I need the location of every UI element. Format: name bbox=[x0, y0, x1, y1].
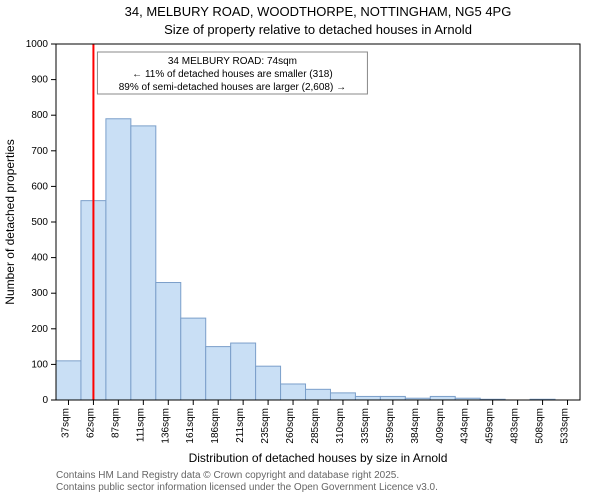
histogram-bar bbox=[106, 119, 131, 400]
footer-attribution: Contains HM Land Registry data © Crown c… bbox=[56, 470, 438, 494]
histogram-bar bbox=[156, 283, 181, 400]
x-tick-label: 335sqm bbox=[360, 408, 371, 444]
y-tick-label: 900 bbox=[31, 75, 48, 86]
histogram-chart: 34, MELBURY ROAD, WOODTHORPE, NOTTINGHAM… bbox=[0, 0, 600, 500]
x-tick-label: 161sqm bbox=[185, 408, 196, 444]
chart-container: 34, MELBURY ROAD, WOODTHORPE, NOTTINGHAM… bbox=[0, 0, 600, 500]
x-tick-label: 533sqm bbox=[560, 408, 571, 444]
x-tick-label: 235sqm bbox=[260, 408, 271, 444]
histogram-bar bbox=[380, 396, 405, 400]
x-tick-label: 434sqm bbox=[460, 408, 471, 444]
histogram-bar bbox=[56, 361, 81, 400]
y-tick-label: 1000 bbox=[26, 39, 49, 50]
y-tick-label: 100 bbox=[31, 359, 48, 370]
histogram-bar bbox=[131, 126, 156, 400]
x-tick-label: 285sqm bbox=[310, 408, 321, 444]
y-tick-label: 500 bbox=[31, 217, 48, 228]
x-tick-label: 136sqm bbox=[160, 408, 171, 444]
histogram-bar bbox=[281, 384, 306, 400]
chart-title-line2: Size of property relative to detached ho… bbox=[164, 22, 472, 37]
x-tick-label: 62sqm bbox=[85, 408, 96, 438]
y-tick-label: 400 bbox=[31, 253, 48, 264]
histogram-bar bbox=[181, 318, 206, 400]
annotation-line2: ← 11% of detached houses are smaller (31… bbox=[132, 69, 332, 80]
footer-line2: Contains public sector information licen… bbox=[56, 482, 438, 494]
histogram-bar bbox=[206, 347, 231, 400]
x-tick-label: 211sqm bbox=[235, 408, 246, 443]
x-tick-label: 483sqm bbox=[510, 408, 521, 444]
x-tick-label: 260sqm bbox=[285, 408, 296, 444]
histogram-bar bbox=[355, 396, 380, 400]
x-tick-label: 508sqm bbox=[535, 408, 546, 444]
x-tick-label: 359sqm bbox=[385, 408, 396, 444]
x-tick-label: 37sqm bbox=[60, 408, 71, 438]
x-tick-label: 384sqm bbox=[410, 408, 421, 444]
x-tick-label: 459sqm bbox=[485, 408, 496, 444]
y-tick-label: 0 bbox=[42, 395, 48, 406]
footer-line1: Contains HM Land Registry data © Crown c… bbox=[56, 470, 438, 482]
x-tick-label: 87sqm bbox=[110, 408, 121, 438]
x-tick-label: 310sqm bbox=[335, 408, 346, 444]
y-tick-label: 200 bbox=[31, 324, 48, 335]
annotation-line3: 89% of semi-detached houses are larger (… bbox=[119, 82, 346, 93]
chart-title-line1: 34, MELBURY ROAD, WOODTHORPE, NOTTINGHAM… bbox=[125, 4, 512, 19]
x-tick-label: 186sqm bbox=[210, 408, 221, 444]
y-tick-label: 800 bbox=[31, 110, 48, 121]
y-tick-label: 300 bbox=[31, 288, 48, 299]
histogram-bar bbox=[231, 343, 256, 400]
histogram-bar bbox=[430, 396, 455, 400]
y-tick-label: 600 bbox=[31, 181, 48, 192]
x-tick-label: 111sqm bbox=[135, 408, 146, 442]
y-tick-label: 700 bbox=[31, 146, 48, 157]
x-tick-label: 409sqm bbox=[435, 408, 446, 444]
histogram-bar bbox=[256, 366, 281, 400]
annotation-line1: 34 MELBURY ROAD: 74sqm bbox=[168, 56, 297, 67]
x-axis-label: Distribution of detached houses by size … bbox=[189, 451, 448, 465]
histogram-bar bbox=[330, 393, 355, 400]
y-axis-label: Number of detached properties bbox=[3, 139, 17, 304]
histogram-bar bbox=[306, 389, 331, 400]
